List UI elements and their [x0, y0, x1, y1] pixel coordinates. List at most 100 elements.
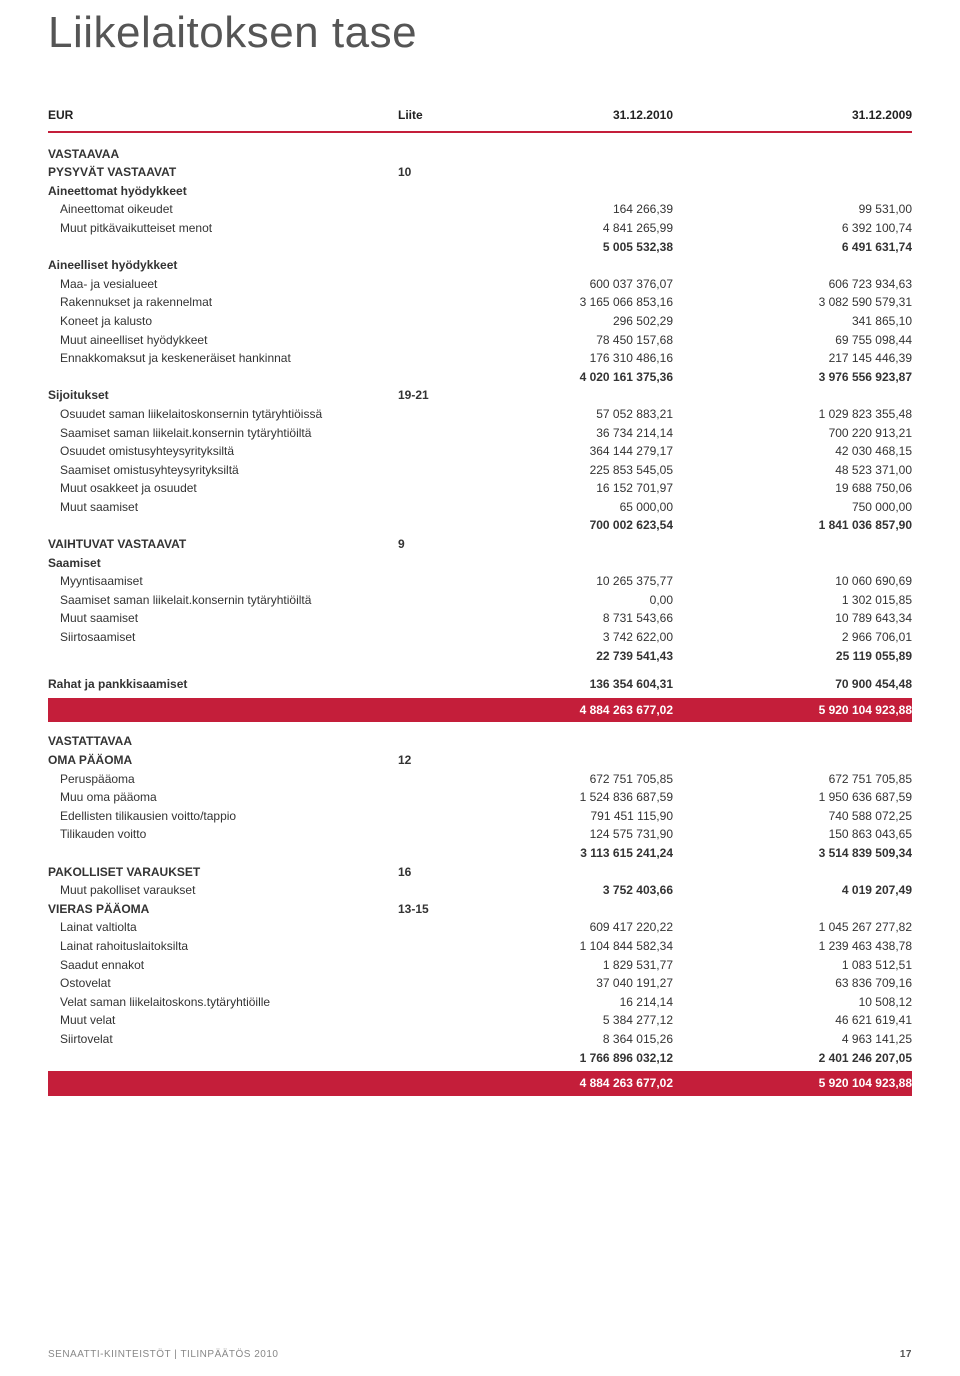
cell-label: Siirtovelat — [48, 1030, 398, 1049]
cell-v2: 2 401 246 207,05 — [697, 1049, 912, 1068]
row-vieras-sum: 1 766 896 032,12 2 401 246 207,05 — [48, 1049, 912, 1068]
cell-label: Rakennukset ja rakennelmat — [48, 293, 398, 312]
row-velat-tyt: Velat saman liikelaitoskons.tytäryhtiöil… — [48, 993, 912, 1012]
cell-v2: 6 392 100,74 — [697, 219, 912, 238]
row-ennakko: Ennakkomaksut ja keskeneräiset hankinnat… — [48, 349, 912, 368]
cell-v1: 10 265 375,77 — [458, 572, 697, 591]
cell-v2: 10 508,12 — [697, 993, 912, 1012]
cell-v1: 78 450 157,68 — [458, 331, 697, 350]
cell-v2: 700 220 913,21 — [697, 424, 912, 443]
row-muut-velat: Muut velat 5 384 277,12 46 621 619,41 — [48, 1011, 912, 1030]
cell-v2: 1 239 463 438,78 — [697, 937, 912, 956]
cell-v1: 5 005 532,38 — [458, 238, 697, 257]
cell-v2: 341 865,10 — [697, 312, 912, 331]
row-saadut: Saadut ennakot 1 829 531,77 1 083 512,51 — [48, 956, 912, 975]
cell-v2: 1 045 267 277,82 — [697, 918, 912, 937]
cell-label: Muut pitkävaikutteiset menot — [48, 219, 398, 238]
cell-v1: 700 002 623,54 — [458, 516, 697, 535]
cell-label: Saadut ennakot — [48, 956, 398, 975]
cell-v1: 4 841 265,99 — [458, 219, 697, 238]
cell-v2: 70 900 454,48 — [697, 675, 912, 694]
cell-v1: 8 731 543,66 — [458, 609, 697, 628]
cell-label: Peruspääoma — [48, 770, 398, 789]
aineettomat-h-label: Aineettomat hyödykkeet — [48, 182, 398, 201]
cell-label: Lainat valtiolta — [48, 918, 398, 937]
total-vastaavaa: 4 884 263 677,02 5 920 104 923,88 — [48, 698, 912, 723]
pysyvat-label: PYSYVÄT VASTAAVAT — [48, 163, 398, 182]
row-siirtovelat: Siirtovelat 8 364 015,26 4 963 141,25 — [48, 1030, 912, 1049]
cell-v2: 1 029 823 355,48 — [697, 405, 912, 424]
cell-v1: 3 165 066 853,16 — [458, 293, 697, 312]
cell-v2: 1 302 015,85 — [697, 591, 912, 610]
cell-v2: 606 723 934,63 — [697, 275, 912, 294]
row-lainat-v: Lainat valtiolta 609 417 220,22 1 045 26… — [48, 918, 912, 937]
cell-v1: 0,00 — [458, 591, 697, 610]
section-vastattavaa: VASTATTAVAA — [48, 732, 912, 751]
saamiset-h-label: Saamiset — [48, 554, 398, 573]
page-title: Liikelaitoksen tase — [48, 8, 912, 58]
cell-v1: 4 884 263 677,02 — [458, 1074, 697, 1093]
vastattavaa-label: VASTATTAVAA — [48, 732, 398, 751]
cell-label: Osuudet omistusyhteysyrityksiltä — [48, 442, 398, 461]
aineettomat-hyodykkeet: Aineettomat hyödykkeet — [48, 182, 912, 201]
cell-v2: 63 836 709,16 — [697, 974, 912, 993]
sijoitukset-label: Sijoitukset — [48, 386, 398, 405]
cell-label: Saamiset saman liikelait.konsernin tytär… — [48, 424, 398, 443]
cell-v2: 42 030 468,15 — [697, 442, 912, 461]
row-perusp: Peruspääoma 672 751 705,85 672 751 705,8… — [48, 770, 912, 789]
pakolliset: PAKOLLISET VARAUKSET 16 — [48, 863, 912, 882]
row-saam-tyt2: Saamiset saman liikelait.konsernin tytär… — [48, 591, 912, 610]
cell-v2: 4 019 207,49 — [697, 881, 912, 900]
cell-label: Muut osakkeet ja osuudet — [48, 479, 398, 498]
row-muuoma: Muu oma pääoma 1 524 836 687,59 1 950 63… — [48, 788, 912, 807]
cell-v1: 609 417 220,22 — [458, 918, 697, 937]
row-saamiset-om: Saamiset omistusyhteysyrityksiltä 225 85… — [48, 461, 912, 480]
cell-label: Maa- ja vesialueet — [48, 275, 398, 294]
sijoitukset-liite: 19-21 — [398, 386, 458, 405]
cell-v2: 1 841 036 857,90 — [697, 516, 912, 535]
rahat-label: Rahat ja pankkisaamiset — [48, 675, 398, 694]
cell-label: Tilikauden voitto — [48, 825, 398, 844]
row-aineettomat-sum: 5 005 532,38 6 491 631,74 — [48, 238, 912, 257]
oma-paaoma: OMA PÄÄOMA 12 — [48, 751, 912, 770]
cell-v1: 37 040 191,27 — [458, 974, 697, 993]
cell-label: Muut aineelliset hyödykkeet — [48, 331, 398, 350]
cell-label: Muut saamiset — [48, 609, 398, 628]
cell-label: Muut saamiset — [48, 498, 398, 517]
cell-v2: 1 950 636 687,59 — [697, 788, 912, 807]
header-2009: 31.12.2009 — [697, 106, 912, 125]
row-muut-pitk: Muut pitkävaikutteiset menot 4 841 265,9… — [48, 219, 912, 238]
cell-label: Ennakkomaksut ja keskeneräiset hankinnat — [48, 349, 398, 368]
cell-v1: 16 214,14 — [458, 993, 697, 1012]
vieras-label: VIERAS PÄÄOMA — [48, 900, 398, 919]
row-muut-pak: Muut pakolliset varaukset 3 752 403,66 4… — [48, 881, 912, 900]
cell-v2: 672 751 705,85 — [697, 770, 912, 789]
row-ostovelat: Ostovelat 37 040 191,27 63 836 709,16 — [48, 974, 912, 993]
cell-v2: 48 523 371,00 — [697, 461, 912, 480]
row-aineettomat-oik: Aineettomat oikeudet 164 266,39 99 531,0… — [48, 200, 912, 219]
row-myyntisaam: Myyntisaamiset 10 265 375,77 10 060 690,… — [48, 572, 912, 591]
cell-v2: 69 755 098,44 — [697, 331, 912, 350]
row-koneet: Koneet ja kalusto 296 502,29 341 865,10 — [48, 312, 912, 331]
cell-v1: 672 751 705,85 — [458, 770, 697, 789]
cell-label: Velat saman liikelaitoskons.tytäryhtiöil… — [48, 993, 398, 1012]
cell-label: Aineettomat oikeudet — [48, 200, 398, 219]
cell-v2: 150 863 043,65 — [697, 825, 912, 844]
saamiset-h: Saamiset — [48, 554, 912, 573]
cell-v2: 5 920 104 923,88 — [697, 701, 912, 720]
cell-v2: 2 966 706,01 — [697, 628, 912, 647]
cell-label: Koneet ja kalusto — [48, 312, 398, 331]
cell-v1: 296 502,29 — [458, 312, 697, 331]
row-muut-ain: Muut aineelliset hyödykkeet 78 450 157,6… — [48, 331, 912, 350]
cell-v2: 3 514 839 509,34 — [697, 844, 912, 863]
cell-v1: 3 752 403,66 — [458, 881, 697, 900]
footer-text: SENAATTI-KIINTEISTÖT | TILINPÄÄTÖS 2010 — [48, 1349, 279, 1360]
cell-v1: 4 020 161 375,36 — [458, 368, 697, 387]
cell-label: Muut pakolliset varaukset — [48, 881, 398, 900]
row-osuudet-om: Osuudet omistusyhteysyrityksiltä 364 144… — [48, 442, 912, 461]
cell-label: Muu oma pääoma — [48, 788, 398, 807]
row-tilikauden: Tilikauden voitto 124 575 731,90 150 863… — [48, 825, 912, 844]
row-rakennukset: Rakennukset ja rakennelmat 3 165 066 853… — [48, 293, 912, 312]
cell-v1: 36 734 214,14 — [458, 424, 697, 443]
pysyvat-liite: 10 — [398, 163, 458, 182]
